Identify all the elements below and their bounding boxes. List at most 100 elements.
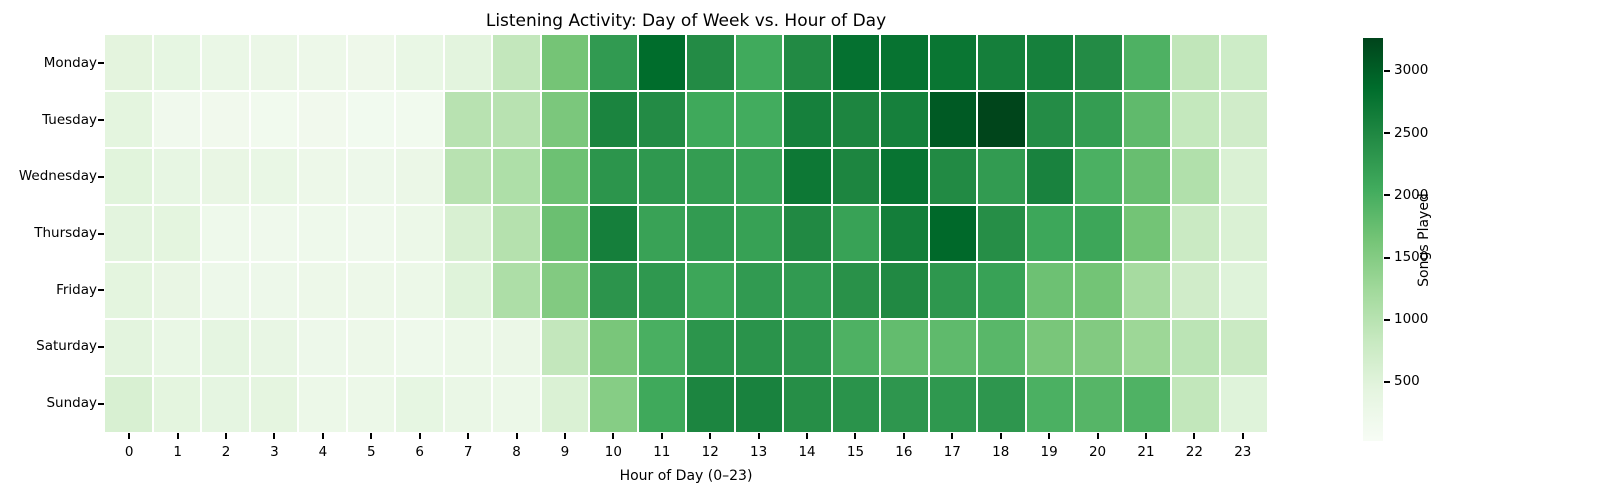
heatmap-cell-wednesday-h9	[541, 149, 588, 204]
heatmap-cell-monday-h1	[153, 35, 200, 90]
colorbar-tick-500: 500	[1394, 373, 1420, 390]
heatmap-cell-sunday-h6	[396, 377, 443, 432]
xtick-mark	[902, 433, 905, 439]
heatmap-cell-friday-h1	[153, 263, 200, 318]
heatmap-cell-friday-h16	[881, 263, 928, 318]
heatmap-cell-saturday-h13	[735, 320, 782, 375]
colorbar-tick-3000: 3000	[1394, 62, 1429, 79]
heatmap-cell-wednesday-h21	[1123, 149, 1170, 204]
xtick-14: 14	[798, 444, 816, 460]
ytick-mark	[98, 232, 104, 235]
heatmap-cell-sunday-h15	[832, 377, 879, 432]
heatmap-cell-saturday-h21	[1123, 320, 1170, 375]
heatmap-cell-tuesday-h20	[1075, 92, 1122, 147]
heatmap-cell-saturday-h5	[347, 320, 394, 375]
xtick-mark	[999, 433, 1002, 439]
heatmap-cell-thursday-h18	[978, 206, 1025, 261]
xtick-4: 4	[318, 444, 328, 460]
heatmap-cell-sunday-h20	[1075, 377, 1122, 432]
heatmap-cell-sunday-h23	[1220, 377, 1267, 432]
heatmap-cell-wednesday-h10	[590, 149, 637, 204]
heatmap-cell-saturday-h18	[978, 320, 1025, 375]
heatmap-cell-thursday-h0	[105, 206, 152, 261]
heatmap-cell-saturday-h8	[493, 320, 540, 375]
xtick-mark	[176, 433, 179, 439]
xtick-1: 1	[173, 444, 182, 460]
heatmap-cell-monday-h4	[299, 35, 346, 90]
heatmap-cell-monday-h3	[250, 35, 297, 90]
heatmap-cell-wednesday-h14	[784, 149, 831, 204]
colorbar-tick-mark	[1384, 318, 1390, 321]
ytick-sunday: Sunday	[46, 395, 97, 412]
xtick-mark	[1096, 433, 1099, 439]
heatmap-cell-wednesday-h1	[153, 149, 200, 204]
heatmap-cell-sunday-h9	[541, 377, 588, 432]
ytick-mark	[98, 62, 104, 65]
heatmap-cell-saturday-h17	[929, 320, 976, 375]
heatmap-cell-sunday-h13	[735, 377, 782, 432]
heatmap-cell-sunday-h10	[590, 377, 637, 432]
heatmap-cell-friday-h19	[1026, 263, 1073, 318]
ytick-saturday: Saturday	[36, 338, 97, 355]
heatmap-cell-tuesday-h23	[1220, 92, 1267, 147]
xtick-mark	[757, 433, 760, 439]
xtick-22: 22	[1185, 444, 1203, 460]
heatmap-cell-friday-h8	[493, 263, 540, 318]
ytick-mark	[98, 402, 104, 405]
heatmap-cell-tuesday-h19	[1026, 92, 1073, 147]
heatmap-cell-wednesday-h18	[978, 149, 1025, 204]
heatmap-cell-friday-h4	[299, 263, 346, 318]
xtick-mark	[467, 433, 470, 439]
heatmap-cell-friday-h21	[1123, 263, 1170, 318]
heatmap-cell-sunday-h4	[299, 377, 346, 432]
xtick-mark	[128, 433, 131, 439]
heatmap-cell-thursday-h23	[1220, 206, 1267, 261]
heatmap-cell-monday-h11	[638, 35, 685, 90]
heatmap-cell-wednesday-h5	[347, 149, 394, 204]
heatmap-cell-thursday-h11	[638, 206, 685, 261]
xtick-mark	[273, 433, 276, 439]
xtick-mark	[418, 433, 421, 439]
heatmap-cell-thursday-h15	[832, 206, 879, 261]
heatmap-cell-monday-h21	[1123, 35, 1170, 90]
xtick-mark	[660, 433, 663, 439]
heatmap-cell-friday-h7	[444, 263, 491, 318]
xtick-12: 12	[701, 444, 719, 460]
heatmap-cell-wednesday-h23	[1220, 149, 1267, 204]
colorbar-tick-1000: 1000	[1394, 311, 1429, 328]
xtick-9: 9	[560, 444, 570, 460]
heatmap-cell-thursday-h6	[396, 206, 443, 261]
heatmap-cell-sunday-h18	[978, 377, 1025, 432]
x-axis-title: Hour of Day (0–23)	[619, 468, 753, 484]
heatmap-cell-wednesday-h12	[687, 149, 734, 204]
heatmap-cell-wednesday-h2	[202, 149, 249, 204]
colorbar-tick-2000: 2000	[1394, 186, 1429, 203]
heatmap-cell-saturday-h4	[299, 320, 346, 375]
colorbar-tick-mark	[1384, 69, 1390, 72]
heatmap-cell-thursday-h10	[590, 206, 637, 261]
heatmap-cell-tuesday-h8	[493, 92, 540, 147]
heatmap-cell-tuesday-h5	[347, 92, 394, 147]
heatmap-cell-saturday-h19	[1026, 320, 1073, 375]
xtick-mark	[854, 433, 857, 439]
heatmap-cell-thursday-h8	[493, 206, 540, 261]
heatmap-cell-thursday-h1	[153, 206, 200, 261]
heatmap-cell-monday-h14	[784, 35, 831, 90]
heatmap-cell-saturday-h20	[1075, 320, 1122, 375]
xtick-mark	[563, 433, 566, 439]
xtick-6: 6	[415, 444, 424, 460]
xtick-mark	[806, 433, 809, 439]
heatmap-cell-thursday-h3	[250, 206, 297, 261]
heatmap-cell-tuesday-h9	[541, 92, 588, 147]
colorbar-tick-1500: 1500	[1394, 249, 1429, 266]
heatmap-cell-tuesday-h10	[590, 92, 637, 147]
heatmap-cell-sunday-h8	[493, 377, 540, 432]
heatmap-cell-monday-h17	[929, 35, 976, 90]
heatmap-cell-monday-h12	[687, 35, 734, 90]
heatmap-cell-monday-h22	[1172, 35, 1219, 90]
xtick-mark	[951, 433, 954, 439]
heatmap-cell-monday-h16	[881, 35, 928, 90]
xtick-mark	[709, 433, 712, 439]
heatmap-cell-tuesday-h15	[832, 92, 879, 147]
